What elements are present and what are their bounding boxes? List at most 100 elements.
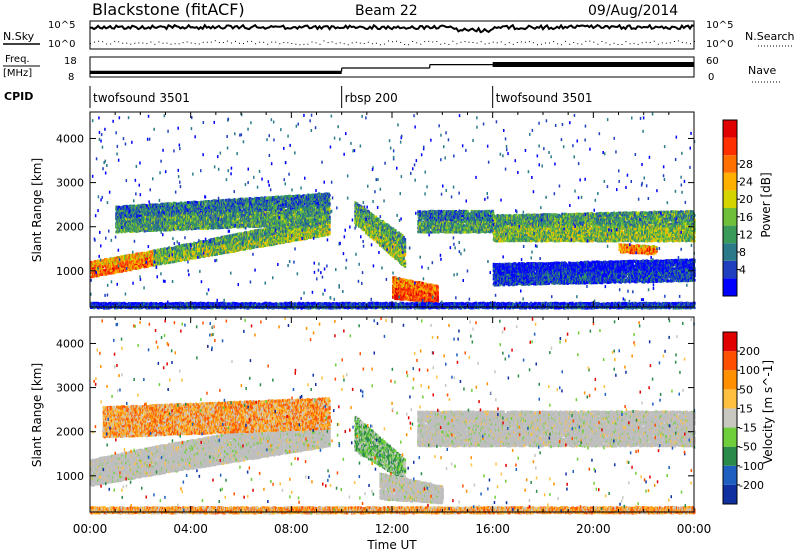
heatmap-cell xyxy=(254,239,257,243)
heatmap-cell xyxy=(278,225,281,228)
heatmap-cell xyxy=(266,244,269,247)
heatmap-cell xyxy=(185,258,188,261)
heatmap-cell xyxy=(262,234,265,238)
heatmap-cell xyxy=(113,265,116,268)
heatmap-cell xyxy=(179,254,182,257)
heatmap-cell xyxy=(236,237,239,240)
heatmap-cell xyxy=(270,243,273,247)
heatmap-cell xyxy=(111,269,114,272)
heatmap-cell xyxy=(286,225,289,229)
heatmap-cell xyxy=(209,251,212,255)
heatmap-cell xyxy=(163,250,166,254)
nave-band xyxy=(90,71,342,74)
heatmap-cell xyxy=(201,245,204,248)
heatmap-cell xyxy=(90,265,93,268)
heatmap-cell xyxy=(126,268,129,272)
heatmap-cell xyxy=(235,233,238,236)
nave-band xyxy=(492,62,694,67)
heatmap-cell xyxy=(142,263,146,267)
heatmap-cell xyxy=(139,259,142,263)
heatmap-cell xyxy=(230,242,234,246)
heatmap-cell xyxy=(160,261,163,265)
heatmap-cell xyxy=(192,256,195,260)
heatmap-cell xyxy=(247,239,251,242)
heatmap-cell xyxy=(225,250,228,253)
heatmap-cell xyxy=(188,252,191,256)
heatmap-cell xyxy=(183,248,186,251)
heatmap-cell xyxy=(281,229,284,232)
heatmap-cell xyxy=(275,229,278,233)
heatmap-cell xyxy=(222,247,225,250)
heatmap-cell xyxy=(220,238,223,241)
heatmap-cell xyxy=(276,232,280,235)
heatmap-cell xyxy=(129,259,132,263)
heatmap-cell xyxy=(139,266,142,269)
heatmap-cell xyxy=(208,243,212,247)
heatmap-cell xyxy=(251,240,254,244)
heatmap-cell xyxy=(102,264,105,268)
heatmap-cell xyxy=(124,257,127,260)
heatmap-cell xyxy=(213,239,216,243)
heatmap-cell xyxy=(99,262,102,265)
heatmap-cell xyxy=(158,252,161,256)
heatmap-cell xyxy=(113,259,116,263)
heatmap-cell xyxy=(195,253,198,257)
heatmap-cell xyxy=(118,205,121,209)
heatmap-cell xyxy=(275,238,278,241)
heatmap-cell xyxy=(186,251,189,254)
heatmap-cell xyxy=(173,247,176,250)
heatmap-cell xyxy=(236,241,239,245)
heatmap-cell xyxy=(129,265,132,269)
heatmap-cell xyxy=(273,234,276,237)
heatmap-cell xyxy=(203,248,207,252)
heatmap-cell xyxy=(168,246,171,249)
nave-tick-top: 60 xyxy=(706,56,719,67)
heatmap-cell xyxy=(283,239,286,242)
heatmap-cell xyxy=(157,248,160,252)
heatmap-cell xyxy=(268,235,271,238)
heatmap-cell xyxy=(226,242,229,245)
heatmap-cell xyxy=(166,249,169,252)
heatmap-cell xyxy=(210,238,213,241)
heatmap-cell xyxy=(215,246,218,250)
heatmap-cell xyxy=(261,238,264,241)
noise-tick-left-top: 10^5 xyxy=(48,20,75,31)
freq-label: Freq. xyxy=(5,54,30,65)
heatmap-cell xyxy=(188,251,191,254)
heatmap-cell xyxy=(106,265,109,269)
heatmap-cell xyxy=(113,262,116,266)
heatmap-cell xyxy=(180,249,183,252)
heatmap-cell xyxy=(147,258,151,262)
heatmap-cell xyxy=(186,243,190,246)
heatmap-cell xyxy=(117,260,120,264)
heatmap-cell xyxy=(94,260,97,263)
heatmap-cell xyxy=(241,248,244,251)
heatmap-cell xyxy=(166,247,169,251)
heatmap-cell xyxy=(101,273,104,276)
cpid-row: twofsound 3501 rbsp 200 twofsound 3501 xyxy=(89,86,593,108)
heatmap-cell xyxy=(252,232,255,235)
noise-tick-right-top: 10^5 xyxy=(706,20,733,31)
heatmap-cell xyxy=(163,258,166,261)
heatmap-cell xyxy=(205,243,208,247)
heatmap-cell xyxy=(199,251,202,254)
heatmap-cell xyxy=(205,254,208,257)
heatmap-cell xyxy=(165,257,168,260)
noise-tick-right-bottom: 10^0 xyxy=(706,39,733,50)
heatmap-cell xyxy=(155,259,158,262)
heatmap-cell xyxy=(286,229,290,233)
heatmap-cell xyxy=(104,264,107,268)
heatmap-cell xyxy=(135,267,138,270)
heatmap-cell xyxy=(136,267,139,270)
heatmap-cell xyxy=(173,256,176,259)
heatmap-cell xyxy=(120,265,123,268)
heatmap-cell xyxy=(258,237,261,240)
heatmap-cell xyxy=(114,257,117,260)
heatmap-cell xyxy=(143,252,146,255)
heatmap-cell xyxy=(149,259,152,263)
heatmap-cell xyxy=(249,246,252,250)
heatmap-cell xyxy=(124,259,127,262)
heatmap-cell xyxy=(256,245,259,248)
heatmap-cell xyxy=(96,265,100,269)
heatmap-cell xyxy=(261,230,264,233)
